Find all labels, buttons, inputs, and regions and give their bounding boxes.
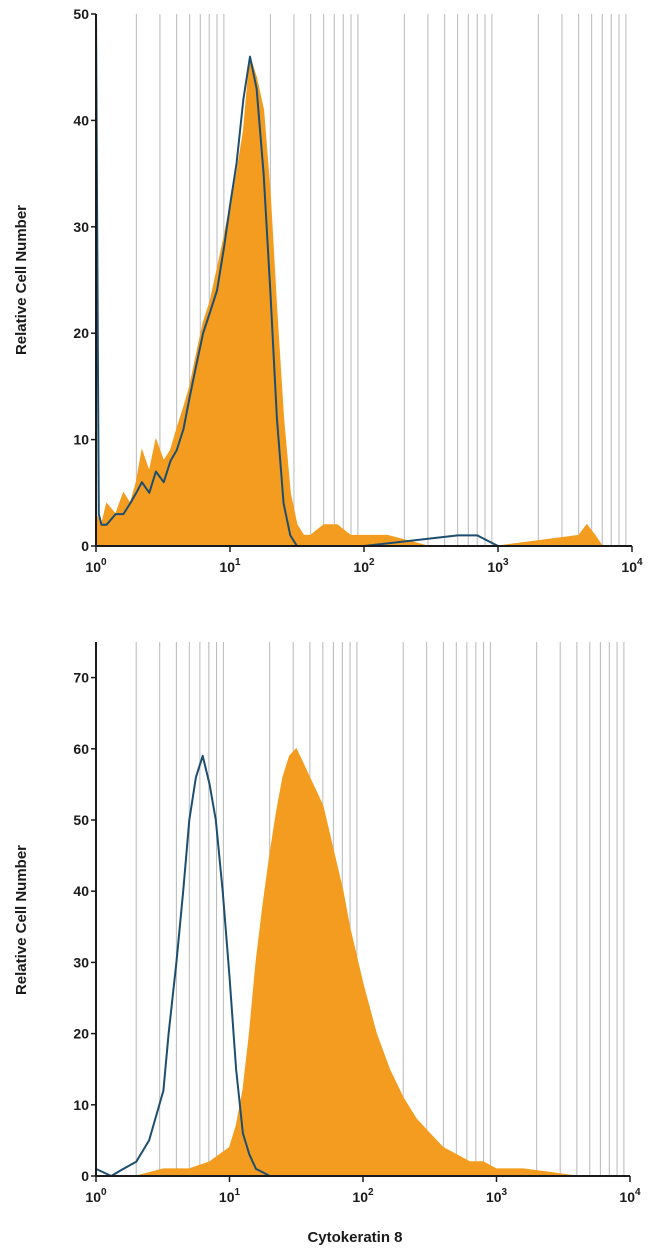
y-tick-label: 40 [73, 883, 89, 899]
bottom-histogram-chart: 0 10 20 30 40 50 60 70 100 101 102 103 104 Relative … [13, 642, 641, 1246]
top-histogram-chart: 0 10 20 30 40 50 100 101 102 103 104 Relative Cell… [13, 6, 643, 575]
x-tick-label: 100 [85, 1187, 107, 1205]
y-tick-label: 50 [73, 812, 89, 828]
y-tick-label: 70 [73, 670, 89, 686]
x-tick-label: 100 [85, 557, 107, 575]
x-tick-label: 103 [486, 1187, 508, 1205]
x-tick-label: 102 [352, 1187, 374, 1205]
y-tick-label: 50 [73, 6, 89, 22]
x-tick-label: 104 [621, 557, 643, 575]
x-axis-title: Cytokeratin 8 [307, 1229, 402, 1246]
y-tick-label: 30 [73, 954, 89, 970]
y-tick-label: 0 [81, 1168, 89, 1184]
y-tick-label: 0 [81, 538, 89, 554]
y-tick-label: 10 [73, 432, 89, 448]
x-tick-label: 103 [487, 557, 509, 575]
y-tick-label: 60 [73, 741, 89, 757]
y-tick-label: 20 [73, 325, 89, 341]
y-tick-label: 40 [73, 112, 89, 128]
y-tick-label: 30 [73, 219, 89, 235]
y-tick-label: 10 [73, 1097, 89, 1113]
x-tick-label: 101 [219, 1187, 241, 1205]
x-tick-label: 104 [619, 1187, 641, 1205]
y-axis-title: Relative Cell Number [13, 205, 30, 355]
y-tick-label: 20 [73, 1026, 89, 1042]
filled-histogram-series [95, 56, 632, 547]
y-axis-title: Relative Cell Number [13, 845, 30, 995]
x-tick-label: 102 [353, 557, 375, 575]
x-tick-label: 101 [219, 557, 241, 575]
